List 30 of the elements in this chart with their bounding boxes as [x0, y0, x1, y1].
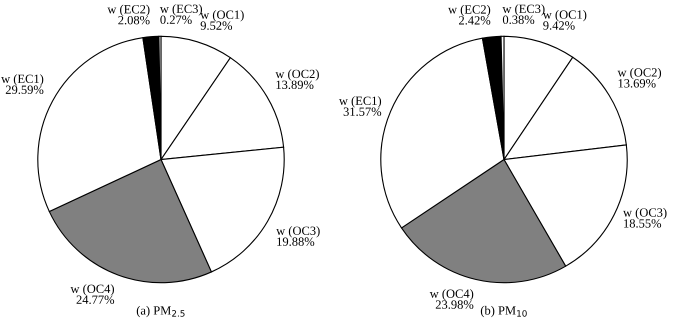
data-label: 13.69% — [618, 79, 656, 88]
data-label: 19.88% — [277, 237, 314, 246]
data-label: 13.89% — [276, 80, 314, 90]
data-label: 9.42% — [543, 21, 575, 30]
text: (a) PM$_{2.5}$ — [136, 306, 185, 318]
slice-label: w (EC1) — [1, 74, 44, 86]
data-label: 31.57% — [344, 107, 382, 116]
slice-label: w (OC1) — [542, 10, 586, 22]
data-label: 24.77% — [76, 295, 114, 304]
data-label: 2.08% — [118, 16, 150, 24]
slice-label: w (OC2) — [275, 69, 319, 81]
slice-label: w (OC4) — [70, 284, 114, 296]
data-label: 0.38% — [502, 16, 534, 24]
data-label: 23.98% — [436, 300, 474, 309]
slice-label: w (OC2) — [618, 68, 662, 80]
data-label: 29.59% — [6, 86, 44, 94]
slice-label: w (OC1) — [200, 10, 244, 22]
data-label: 9.52% — [200, 21, 232, 30]
slice-label: w (OC4) — [430, 289, 474, 300]
slice-label: w (OC3) — [623, 208, 667, 220]
slice-label: w (EC2) — [107, 4, 150, 16]
slice-label: w (EC3) — [502, 4, 545, 16]
slice-label: w (EC1) — [338, 96, 382, 108]
slice-label: w (EC3) — [160, 4, 202, 16]
data-label: 2.42% — [458, 16, 490, 25]
data-label: 0.27% — [160, 15, 192, 24]
slice-label: w (EC2) — [448, 4, 490, 16]
data-label: 18.55% — [624, 219, 662, 228]
text: (b) PM$_{10}$ — [480, 306, 527, 318]
slice-label: w (OC3) — [276, 226, 320, 238]
